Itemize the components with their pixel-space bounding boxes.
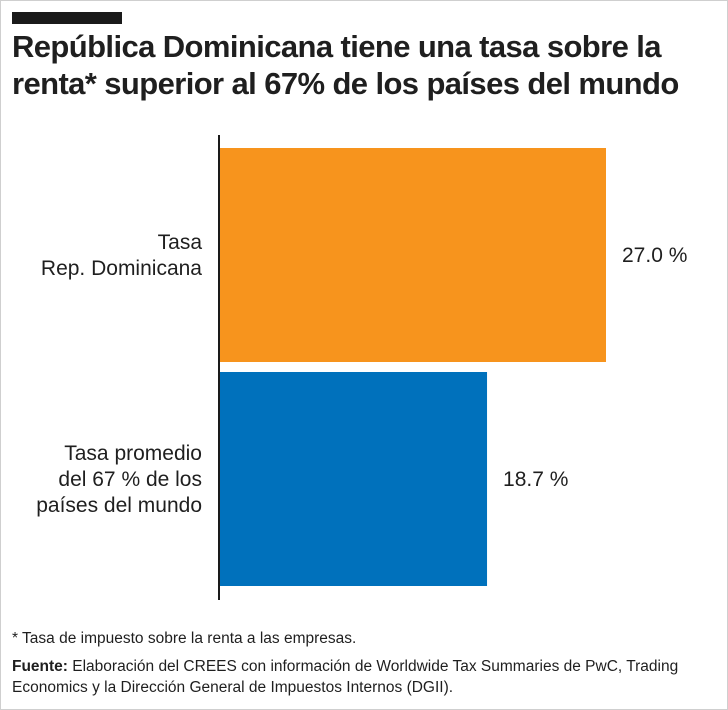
value-label-2: 18.7 % [503,468,568,491]
bar-1 [219,148,606,362]
value-label-1: 27.0 % [622,244,687,267]
source-label: Fuente: [12,658,68,675]
footnote: * Tasa de impuesto sobre la renta a las … [12,630,357,647]
header-accent-bar [12,12,122,24]
category-label-1: Tasa Rep. Dominicana [41,231,202,280]
bar-2 [219,372,488,586]
category-label-2: Tasa promedio del 67 % de los países del m… [36,442,202,517]
page-title: República Dominicana tiene una tasa sobr… [12,29,679,101]
source-note: Fuente: Elaboración del CREES con inform… [12,656,718,698]
source-text: Elaboración del CREES con información de… [12,658,679,696]
